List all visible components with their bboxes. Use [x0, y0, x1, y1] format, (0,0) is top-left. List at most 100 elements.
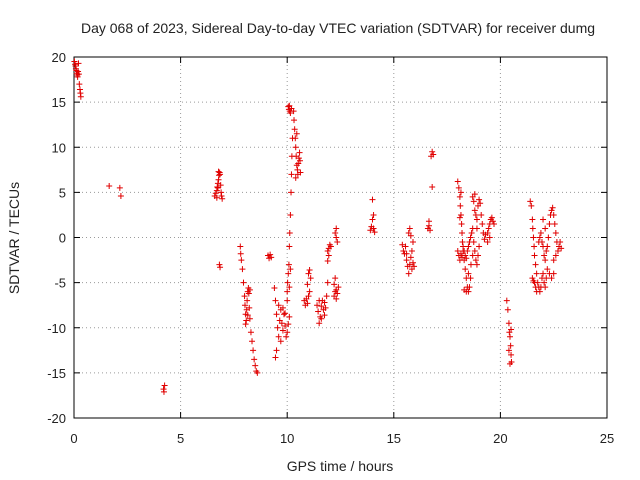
data-point: [406, 225, 413, 232]
data-point: [247, 329, 254, 336]
data-point: [246, 286, 253, 293]
data-point: [470, 198, 477, 205]
data-point: [546, 220, 553, 227]
data-point: [457, 250, 464, 257]
data-point: [476, 243, 483, 250]
data-point: [370, 225, 377, 232]
data-point: [540, 216, 547, 223]
data-point: [425, 218, 432, 225]
data-point: [213, 194, 220, 201]
data-point: [117, 192, 124, 199]
data-point: [484, 229, 491, 236]
data-point: [505, 347, 512, 354]
data-point: [304, 281, 311, 288]
data-point: [241, 302, 248, 309]
data-point: [274, 324, 281, 331]
data-point: [293, 130, 300, 137]
data-point: [71, 58, 78, 65]
data-point: [545, 234, 552, 241]
data-point: [296, 157, 303, 164]
grid: [74, 57, 607, 418]
data-point: [106, 183, 113, 190]
data-point: [472, 257, 479, 264]
data-point: [403, 257, 410, 264]
data-point: [457, 189, 464, 196]
data-point: [219, 195, 226, 202]
data-point: [74, 73, 81, 80]
data-point: [325, 252, 332, 259]
data-point: [285, 321, 292, 328]
data-point: [244, 312, 251, 319]
data-point: [246, 304, 253, 311]
data-point: [249, 338, 256, 345]
data-point: [254, 369, 261, 376]
data-point: [284, 329, 291, 336]
data-point: [505, 320, 512, 327]
data-point: [465, 243, 472, 250]
data-point: [473, 261, 480, 268]
x-tick-label: 0: [70, 431, 77, 446]
y-tick-label: -20: [47, 411, 66, 426]
data-point: [479, 220, 486, 227]
data-point: [214, 184, 221, 191]
data-point: [544, 266, 551, 273]
data-point: [454, 178, 461, 185]
data-point: [273, 347, 280, 354]
data-point: [297, 169, 304, 176]
data-point: [285, 103, 292, 110]
data-point: [286, 229, 293, 236]
data-point: [488, 214, 495, 221]
data-point: [531, 252, 538, 259]
data-point: [241, 293, 248, 300]
data-point: [267, 251, 274, 258]
data-point: [116, 184, 123, 191]
data-point: [472, 211, 479, 218]
data-point: [281, 311, 288, 318]
data-point: [544, 243, 551, 250]
x-tick-label: 20: [493, 431, 507, 446]
data-point: [407, 232, 414, 239]
data-point: [335, 284, 342, 291]
data-point: [307, 275, 314, 282]
y-tick-label: 10: [52, 140, 66, 155]
data-point: [272, 297, 279, 304]
data-point: [316, 297, 323, 304]
data-point: [486, 234, 493, 241]
data-point: [333, 225, 340, 232]
data-point: [369, 216, 376, 223]
data-point: [548, 207, 555, 214]
data-point: [279, 304, 286, 311]
data-points: [71, 58, 565, 395]
data-point: [290, 108, 297, 115]
data-point: [275, 302, 282, 309]
axis-ticks: 0 5 10 15 20 25 -20 -15 -10 -5 0 5 10 15 20: [47, 50, 614, 446]
data-point: [484, 239, 491, 246]
data-point: [476, 196, 483, 203]
data-point: [324, 257, 331, 264]
y-tick-label: -10: [47, 321, 66, 336]
data-point: [464, 248, 471, 255]
data-point: [250, 347, 257, 354]
data-point: [471, 248, 478, 255]
data-point: [503, 297, 510, 304]
data-point: [75, 60, 82, 67]
data-point: [530, 234, 537, 241]
data-point: [429, 183, 436, 190]
chart-title: Day 068 of 2023, Sidereal Day-to-day VTE…: [81, 20, 595, 36]
y-tick-label: 0: [59, 231, 66, 246]
data-point: [548, 275, 555, 282]
data-point: [508, 351, 515, 358]
data-point: [459, 254, 466, 261]
data-point: [532, 284, 539, 291]
data-point: [409, 259, 416, 266]
data-point: [400, 248, 407, 255]
data-point: [161, 382, 168, 389]
data-point: [77, 93, 84, 100]
data-point: [305, 293, 312, 300]
data-point: [292, 174, 299, 181]
data-point: [252, 362, 259, 369]
data-point: [322, 304, 329, 311]
data-point: [215, 168, 222, 175]
data-point: [463, 288, 470, 295]
